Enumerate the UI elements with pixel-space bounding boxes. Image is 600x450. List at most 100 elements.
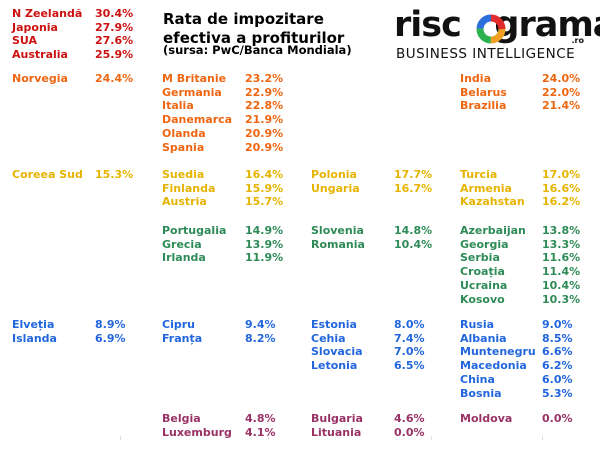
tax-rate-value: 21.9% <box>245 113 284 127</box>
tax-rate-value: 16.2% <box>542 195 581 209</box>
country-name: Franța <box>162 331 203 345</box>
tax-rate-value: 6.2% <box>542 359 573 373</box>
country-name: Kosovo <box>460 292 505 306</box>
country-name: Azerbaijan <box>460 224 526 237</box>
tax-rate-value: 15.9% <box>245 181 284 195</box>
divider-tick <box>268 436 269 440</box>
tax-rate-value: 4.6% <box>394 412 425 425</box>
country-name: Serbia <box>460 251 500 265</box>
tax-rate-value: 7.0% <box>394 345 425 359</box>
tax-rate-value: 11.4% <box>542 265 581 279</box>
tax-rate-value: 14.8% <box>394 224 433 237</box>
title-line-1: Rata de impozitare <box>163 10 324 28</box>
logo-tagline: BUSINESS INTELLIGENCE <box>396 46 576 62</box>
tax-rate-value: 24.0% <box>542 72 581 85</box>
country-name: India <box>460 72 491 85</box>
country-name: Albania <box>460 331 507 345</box>
tax-rate-value: 23.2% <box>245 72 284 85</box>
tax-rate-value: 17.7% <box>394 168 433 181</box>
tax-rate-value: 11.6% <box>542 251 581 265</box>
country-name: Italia <box>162 99 194 113</box>
country-name: Islanda <box>12 331 57 345</box>
country-name: Norvegia <box>12 72 68 85</box>
tax-rate-value: 6.0% <box>542 372 573 386</box>
tax-rate-value: 6.5% <box>394 359 425 373</box>
tax-rate-value: 6.9% <box>95 331 126 345</box>
tax-rate-value: 24.4% <box>95 72 134 85</box>
tax-rate-value: 4.8% <box>245 412 276 425</box>
country-name: Croația <box>460 265 505 279</box>
tax-rate-value: 21.4% <box>542 99 581 113</box>
tax-rate-value: 16.6% <box>542 181 581 195</box>
country-name: Moldova <box>460 412 513 425</box>
tax-rate-value: 22.8% <box>245 99 284 113</box>
country-name: Cehia <box>311 331 346 345</box>
country-name: M Britanie <box>162 72 227 85</box>
tax-rate-value: 13.3% <box>542 237 581 251</box>
tax-rate-value: 22.9% <box>245 85 284 99</box>
country-name: Rusia <box>460 318 495 331</box>
country-name: Slovenia <box>311 224 364 237</box>
logo-ring-icon <box>476 14 506 44</box>
country-name: Ungaria <box>311 181 360 195</box>
country-name: Spania <box>162 140 205 154</box>
country-name: Brazilia <box>460 99 507 113</box>
country-name: Austria <box>162 195 207 209</box>
tax-rate-value: 25.9% <box>95 48 134 62</box>
country-name: Australia <box>12 48 68 62</box>
country-name: Slovacia <box>311 345 363 359</box>
country-name: Danemarca <box>162 113 233 127</box>
tax-rate-value: 11.9% <box>245 251 284 265</box>
tax-rate-value: 8.9% <box>95 318 126 331</box>
country-name: Lituania <box>311 425 362 439</box>
country-name: Cipru <box>162 318 195 331</box>
tax-rate-value: 30.4% <box>95 7 134 20</box>
chart-title: Rata de impozitare efectiva a profituril… <box>163 10 344 48</box>
tax-rate-value: 9.4% <box>245 318 276 331</box>
tax-rate-value: 22.0% <box>542 85 581 99</box>
tax-rate-value: 8.5% <box>542 331 573 345</box>
tax-rate-value: 16.7% <box>394 181 433 195</box>
tax-rate-value: 14.9% <box>245 224 284 237</box>
country-name: Bosnia <box>460 386 502 400</box>
country-name: Kazahstan <box>460 195 525 209</box>
logo-domain: .ro <box>571 36 584 45</box>
country-name: N Zeelandă <box>12 7 83 20</box>
country-name: Grecia <box>162 237 202 251</box>
country-name: Coreea Sud <box>12 168 83 181</box>
tax-rate-value: 27.9% <box>95 20 134 34</box>
tax-rate-value: 0.0% <box>542 412 573 425</box>
country-name: Muntenegru <box>460 345 536 359</box>
country-name: Macedonia <box>460 359 527 373</box>
country-name: SUA <box>12 34 38 48</box>
tax-rate-value: 13.8% <box>542 224 581 237</box>
tax-rate-value: 7.4% <box>394 331 425 345</box>
country-name: Japonia <box>12 20 58 34</box>
country-name: Estonia <box>311 318 357 331</box>
country-name: Romania <box>311 237 365 251</box>
divider-tick <box>542 436 543 440</box>
tax-rate-value: 8.0% <box>394 318 425 331</box>
riscograma-logo: risc grama .ro BUSINESS INTELLIGENCE <box>394 5 600 65</box>
country-name: Suedia <box>162 168 205 181</box>
tax-rate-value: 15.7% <box>245 195 284 209</box>
tax-rate-value: 9.0% <box>542 318 573 331</box>
country-name: Irlanda <box>162 251 206 265</box>
tax-rate-value: 6.6% <box>542 345 573 359</box>
tax-rate-value: 5.3% <box>542 386 573 400</box>
tax-rate-value: 20.9% <box>245 126 284 140</box>
country-name: Finlanda <box>162 181 216 195</box>
source-note: (sursa: PwC/Banca Mondiala) <box>163 43 352 57</box>
country-name: China <box>460 372 495 386</box>
tax-rate-value: 13.9% <box>245 237 284 251</box>
tax-rate-value: 15.3% <box>95 168 134 181</box>
tax-rate-value: 0.0% <box>394 425 425 439</box>
country-name: Germania <box>162 85 222 99</box>
country-name: Turcia <box>460 168 498 181</box>
tax-rate-value: 10.3% <box>542 292 581 306</box>
country-name: Belgia <box>162 412 201 425</box>
country-name: Letonia <box>311 359 358 373</box>
country-name: Olanda <box>162 126 206 140</box>
country-name: Belarus <box>460 85 507 99</box>
